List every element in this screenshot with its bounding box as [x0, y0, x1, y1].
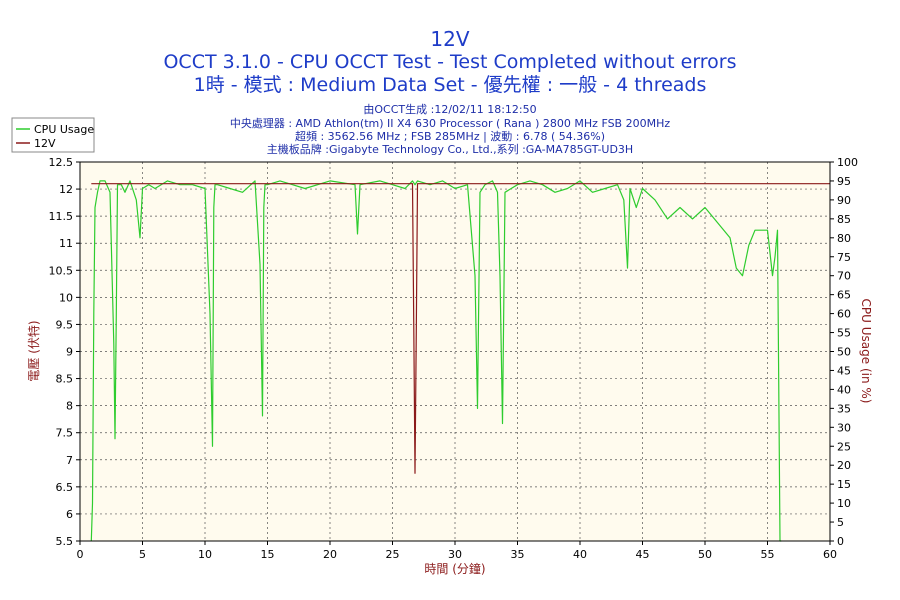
- legend: CPU Usage 12V: [11, 117, 95, 153]
- y-right-tick-label: 5: [837, 516, 844, 529]
- y-right-tick-label: 75: [837, 251, 851, 264]
- y-right-tick-label: 65: [837, 289, 851, 302]
- y-right-tick-label: 100: [837, 156, 858, 169]
- x-tick-label: 60: [823, 548, 837, 561]
- y-tick-label: 12: [59, 183, 73, 196]
- x-tick-label: 0: [77, 548, 84, 561]
- y-right-tick-label: 80: [837, 232, 851, 245]
- y-right-tick-label: 15: [837, 478, 851, 491]
- x-tick-label: 30: [448, 548, 462, 561]
- info-cpu: 中央處理器 : AMD Athlon(tm) II X4 630 Process…: [230, 116, 671, 130]
- y-right-tick-label: 0: [837, 535, 844, 548]
- info-motherboard: 主機板品牌 :Gigabyte Technology Co., Ltd.,系列 …: [267, 142, 633, 156]
- x-tick-label: 15: [261, 548, 275, 561]
- y-right-tick-label: 95: [837, 175, 851, 188]
- y-tick-label: 10.5: [49, 264, 74, 277]
- info-generated: 由OCCT生成 :12/02/11 18:12:50: [363, 102, 536, 116]
- y-tick-label: 6.5: [56, 481, 74, 494]
- x-tick-label: 10: [198, 548, 212, 561]
- cpu-usage-series-line: [90, 180, 782, 542]
- y-tick-label: 5.5: [56, 535, 74, 548]
- y-axis-title: 電壓 (伏特): [26, 320, 41, 381]
- y-tick-label: 8.5: [56, 373, 74, 386]
- y-right-tick-label: 85: [837, 213, 851, 226]
- x-tick-label: 50: [698, 548, 712, 561]
- chart-title: 12V: [430, 27, 469, 51]
- y-right-tick-label: 25: [837, 440, 851, 453]
- y-right-tick-label: 45: [837, 364, 851, 377]
- y-tick-label: 11.5: [49, 210, 74, 223]
- axis-ticks: 0 5 10 15 20 25 30 35 40 45 50 55 605.566.577.588.59…: [49, 156, 859, 561]
- legend-cpu-label: CPU Usage: [34, 123, 94, 136]
- y-tick-label: 10: [59, 291, 73, 304]
- y-tick-label: 11: [59, 237, 73, 250]
- x-tick-label: 45: [636, 548, 650, 561]
- series-layer: [90, 180, 830, 542]
- voltage-12v-series-line: [91, 183, 830, 474]
- y-right-tick-label: 30: [837, 421, 851, 434]
- y-tick-label: 9.5: [56, 318, 74, 331]
- x-tick-label: 55: [761, 548, 775, 561]
- info-overclock: 超頻 : 3562.56 MHz ; FSB 285MHz | 波動 : 6.7…: [295, 129, 605, 143]
- x-axis-title: 時間 (分鐘): [424, 561, 485, 576]
- y-right-tick-label: 90: [837, 194, 851, 207]
- y-right-axis-title: CPU Usage (in %): [859, 299, 873, 404]
- grid-lines: [80, 162, 830, 541]
- y-tick-label: 6: [66, 508, 73, 521]
- x-tick-label: 40: [573, 548, 587, 561]
- y-right-tick-label: 35: [837, 402, 851, 415]
- y-tick-label: 7.5: [56, 427, 74, 440]
- x-tick-label: 20: [323, 548, 337, 561]
- y-right-tick-label: 70: [837, 270, 851, 283]
- y-right-tick-label: 10: [837, 497, 851, 510]
- x-tick-label: 25: [386, 548, 400, 561]
- y-tick-label: 9: [66, 346, 73, 359]
- x-tick-label: 35: [511, 548, 525, 561]
- y-tick-label: 12.5: [49, 156, 74, 169]
- legend-12v-label: 12V: [34, 137, 56, 150]
- chart-subtitle-1: OCCT 3.1.0 - CPU OCCT Test - Test Comple…: [163, 51, 736, 73]
- y-tick-label: 8: [66, 400, 73, 413]
- x-tick-label: 5: [139, 548, 146, 561]
- y-right-tick-label: 20: [837, 459, 851, 472]
- y-right-tick-label: 50: [837, 346, 851, 359]
- y-right-tick-label: 60: [837, 308, 851, 321]
- legend-box: [11, 117, 95, 153]
- chart-subtitle-2: 1時 - 模式 : Medium Data Set - 優先權 : 一般 - 4…: [194, 74, 707, 96]
- y-right-tick-label: 55: [837, 327, 851, 340]
- y-right-tick-label: 40: [837, 383, 851, 396]
- y-tick-label: 7: [66, 454, 73, 467]
